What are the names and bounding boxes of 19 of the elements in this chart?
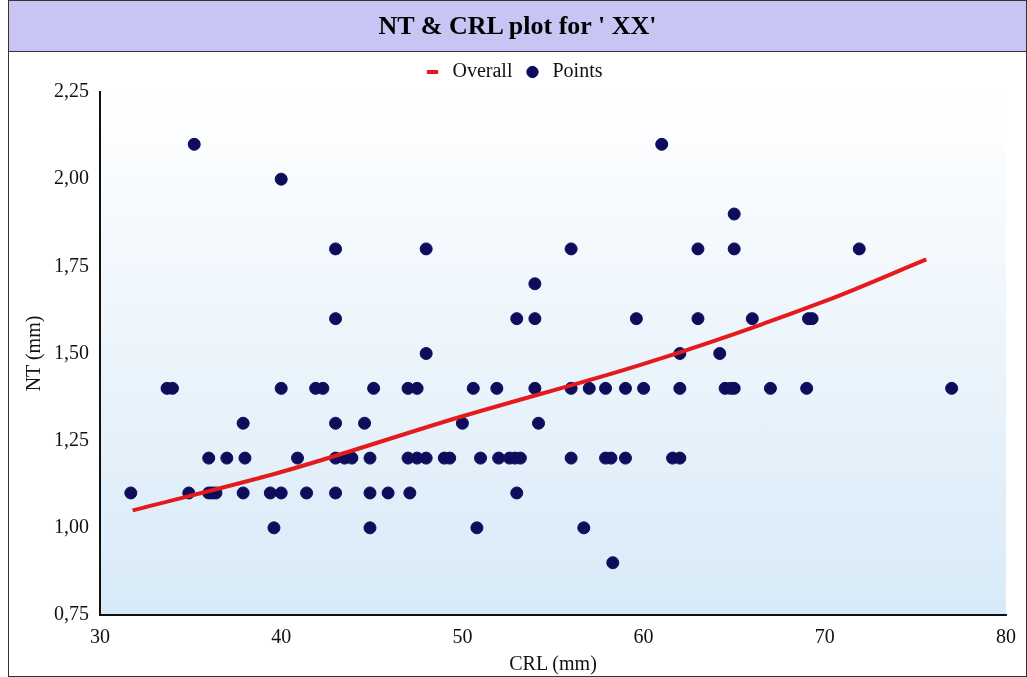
y-tick-label: 2,25 [54,79,89,102]
chart-title: NT & CRL plot for ' XX' [9,1,1026,52]
x-tick-label: 80 [996,625,1016,648]
y-axis-title: NT (mm) [22,315,46,392]
y-tick-label: 2,00 [54,166,89,189]
x-tick-label: 70 [814,625,835,648]
y-tick-label: 1,75 [54,253,89,276]
x-axis-title: CRL (mm) [509,652,597,676]
x-tick-label: 40 [271,625,292,648]
legend-label: Points [552,59,603,82]
y-tick-label: 1,25 [54,427,89,450]
x-tick-label: 60 [633,625,654,648]
x-tick-label: 50 [452,625,473,648]
x-tick-label: 30 [90,625,110,648]
y-tick-label: 0,75 [54,602,89,625]
y-tick-label: 1,50 [54,340,89,363]
y-tick-label: 1,00 [54,515,89,538]
legend-label: Overall [452,59,513,82]
line-series [130,257,929,513]
